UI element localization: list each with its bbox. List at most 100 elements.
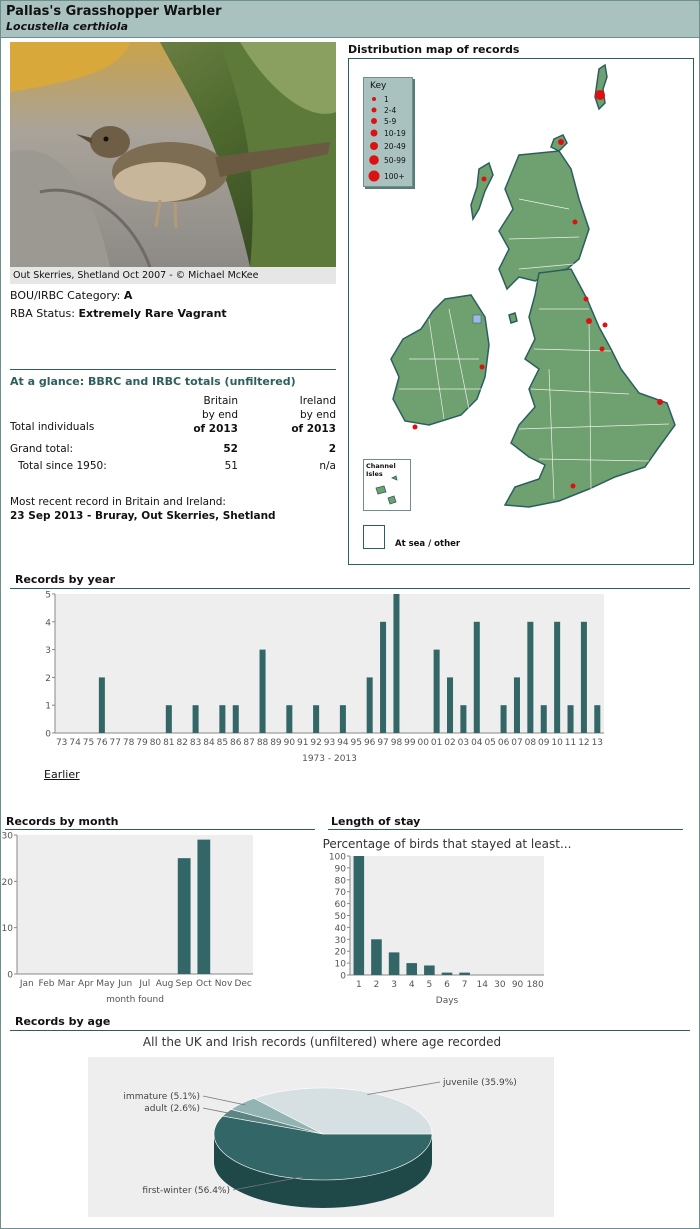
x-tick-label: 90 xyxy=(284,738,296,748)
x-tick-label: 79 xyxy=(136,738,148,748)
status-value: Extremely Rare Vagrant xyxy=(78,307,227,320)
chart-title: Percentage of birds that stayed at least… xyxy=(323,837,572,851)
key-item-3: 5-9 xyxy=(384,117,397,126)
x-tick-label: 06 xyxy=(498,738,510,748)
britain-h3: of 2013 xyxy=(193,423,238,435)
length-of-stay-chart: Percentage of birds that stayed at least… xyxy=(323,837,572,1006)
bar xyxy=(554,621,561,733)
x-tick-label: 87 xyxy=(243,738,254,748)
stay-chart-title: Length of stay xyxy=(331,815,421,828)
pie-label: immature (5.1%) xyxy=(123,1092,200,1102)
status-line: RBA Status: Extremely Rare Vagrant xyxy=(10,307,227,320)
key-title: Key xyxy=(370,81,387,91)
x-tick-label: Aug xyxy=(156,979,174,989)
x-tick-label: 09 xyxy=(538,738,550,748)
pie-slice xyxy=(213,1115,433,1181)
year-chart-title: Records by year xyxy=(15,573,116,586)
bar xyxy=(98,677,105,733)
pie-callout-line xyxy=(232,1176,303,1191)
x-axis-label: 1973 - 2013 xyxy=(302,754,357,764)
bar xyxy=(527,621,534,733)
earlier-link[interactable]: Earlier xyxy=(44,768,80,781)
x-tick-label: Sep xyxy=(176,979,193,989)
pie-slice xyxy=(253,1087,433,1135)
bar xyxy=(366,677,373,733)
x-tick-label: 12 xyxy=(578,738,589,748)
y-tick-label: 10 xyxy=(2,924,14,934)
species-header: Pallas's Grasshopper Warbler Locustella … xyxy=(1,1,699,38)
bar xyxy=(259,649,266,733)
bar xyxy=(232,705,239,733)
pie-callout-line xyxy=(367,1081,441,1095)
key-item-4: 10-19 xyxy=(384,129,406,138)
channel-isles-inset[interactable]: Channel Isles xyxy=(363,459,411,511)
x-tick-label: 03 xyxy=(458,738,469,748)
since-1950-britain: 51 xyxy=(224,460,238,472)
map-key: Key 1 2-4 5-9 10-19 20-49 50-99 100+ xyxy=(363,77,413,187)
pie-side xyxy=(214,1134,432,1208)
britain-h1: Britain xyxy=(203,395,238,407)
x-tick-label: Jul xyxy=(138,979,150,989)
x-tick-label: 7 xyxy=(462,980,468,990)
distribution-map[interactable]: Key 1 2-4 5-9 10-19 20-49 50-99 100+ Cha… xyxy=(348,58,694,565)
bar xyxy=(433,649,440,733)
glance-britain-header: Britain by end of 2013 xyxy=(180,394,238,436)
ireland-h3: of 2013 xyxy=(291,423,336,435)
bar xyxy=(594,705,601,733)
y-tick-label: 0 xyxy=(340,972,346,982)
x-tick-label: 74 xyxy=(69,738,81,748)
grand-total-label: Grand total: xyxy=(10,443,74,455)
x-tick-label: 73 xyxy=(56,738,67,748)
bar xyxy=(339,705,346,733)
x-tick-label: 11 xyxy=(565,738,576,748)
pie-label: adult (2.6%) xyxy=(144,1104,200,1114)
bar xyxy=(460,705,467,733)
photo-caption: Out Skerries, Shetland Oct 2007 - © Mich… xyxy=(10,267,336,284)
species-latin-name: Locustella certhiola xyxy=(6,20,128,33)
x-tick-label: 07 xyxy=(511,738,522,748)
recent-record-value: 23 Sep 2013 - Bruray, Out Skerries, Shet… xyxy=(10,510,276,522)
since-1950-label: Total since 1950: xyxy=(18,460,107,472)
bar xyxy=(473,621,480,733)
x-tick-label: 3 xyxy=(391,980,397,990)
bar xyxy=(165,705,172,733)
y-tick-label: 70 xyxy=(335,888,347,898)
year-rule xyxy=(10,588,690,589)
chart-title: All the UK and Irish records (unfiltered… xyxy=(143,1035,501,1049)
category-value: A xyxy=(123,289,133,302)
at-sea-box[interactable] xyxy=(363,525,385,549)
bar xyxy=(388,952,400,975)
y-tick-label: 60 xyxy=(335,900,347,910)
key-item-1: 1 xyxy=(384,95,389,104)
bar xyxy=(353,856,365,975)
bar xyxy=(567,705,574,733)
map-title: Distribution map of records xyxy=(348,43,520,56)
bar xyxy=(286,705,293,733)
x-tick-label: Oct xyxy=(196,979,212,989)
key-item-6: 50-99 xyxy=(384,156,406,165)
y-tick-label: 100 xyxy=(329,853,346,863)
x-tick-label: 84 xyxy=(203,738,215,748)
grand-total-ireland: 2 xyxy=(328,443,336,455)
x-tick-label: Nov xyxy=(215,979,233,989)
y-tick-label: 50 xyxy=(335,912,347,922)
x-tick-label: 92 xyxy=(310,738,321,748)
x-tick-label: 1 xyxy=(356,980,362,990)
x-tick-label: 4 xyxy=(409,980,415,990)
x-tick-label: 5 xyxy=(426,980,432,990)
y-tick-label: 3 xyxy=(45,646,51,656)
bar xyxy=(459,972,470,975)
bar xyxy=(177,858,191,974)
britain-h2: by end xyxy=(202,409,238,421)
x-tick-label: 02 xyxy=(444,738,455,748)
bar xyxy=(500,705,507,733)
y-tick-label: 10 xyxy=(335,960,347,970)
y-tick-label: 20 xyxy=(335,948,347,958)
x-tick-label: 77 xyxy=(110,738,121,748)
x-tick-label: Jan xyxy=(19,979,34,989)
bar xyxy=(580,621,587,733)
age-rule xyxy=(10,1030,690,1031)
stay-rule xyxy=(328,829,683,830)
pie-depth xyxy=(214,1134,432,1208)
